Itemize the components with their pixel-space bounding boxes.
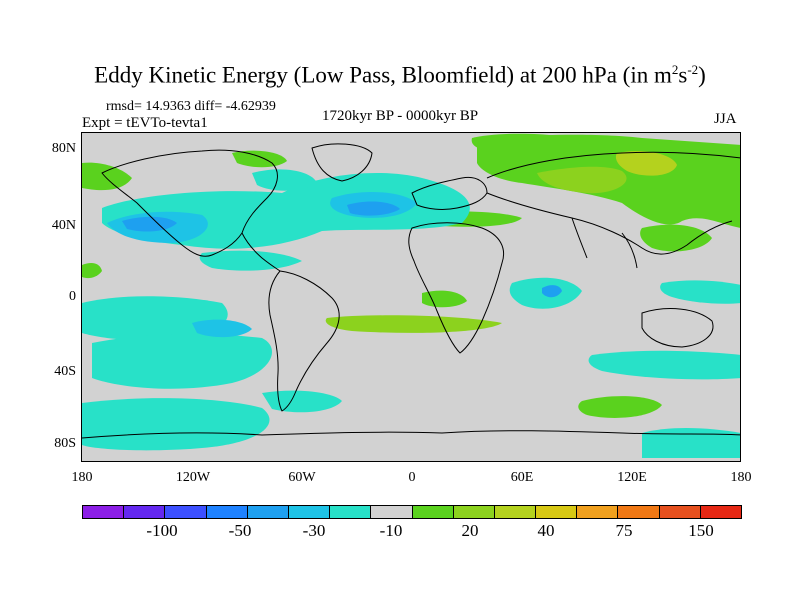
lon-tick: 120W [175, 470, 211, 485]
coastline [101, 149, 278, 257]
colorbar-label: -10 [379, 521, 403, 540]
coastline [241, 232, 281, 272]
coastline [486, 151, 740, 255]
colorbar-label: -30 [302, 521, 326, 540]
lon-tick: 0 [408, 470, 416, 485]
negative-anomaly-region [660, 280, 740, 304]
negative-anomaly-region [199, 250, 302, 271]
lon-tick: 180 [71, 470, 93, 485]
lon-tick: 180 [730, 470, 752, 485]
coastlines [82, 143, 740, 439]
coastline [268, 270, 340, 412]
lon-tick: 120E [617, 470, 647, 485]
colorbar-label: 150 [688, 521, 714, 540]
colorbar-box [165, 506, 207, 518]
lon-tick: 60W [288, 470, 316, 485]
colorbar-box [577, 506, 619, 518]
negative-anomaly-region [642, 428, 740, 458]
positive-anomaly-region [325, 315, 502, 333]
coastline [571, 217, 638, 269]
colorbar-box [536, 506, 578, 518]
lat-tick: 40S [54, 364, 76, 379]
lon-tick: 60E [510, 470, 534, 485]
lat-tick: 0 [69, 289, 76, 304]
map-plot [81, 132, 741, 462]
positive-anomaly-region [471, 133, 582, 154]
colorbar-box [700, 506, 741, 518]
coastline [411, 176, 488, 210]
colorbar-label: 20 [461, 521, 479, 540]
coastline [82, 430, 740, 439]
colorbar-label: -100 [146, 521, 178, 540]
colorbar-box [330, 506, 372, 518]
colorbar [82, 505, 742, 519]
colorbar-label: 75 [615, 521, 633, 540]
colorbar-box [494, 506, 537, 518]
lat-tick: 80S [54, 436, 76, 451]
colorbar-box [618, 506, 660, 518]
negative-anomaly-region [347, 201, 400, 216]
negative-anomaly-region [262, 390, 342, 413]
positive-anomaly-region [232, 150, 287, 168]
stats-text: rmsd= 14.9363 diff= -4.62939 [106, 99, 276, 114]
positive-anomaly-region [82, 263, 102, 279]
lat-tick: 40N [51, 218, 76, 233]
colorbar-box [371, 506, 413, 518]
colorbar-label: -50 [228, 521, 252, 540]
colorbar-box [288, 506, 331, 518]
coastline [641, 308, 714, 348]
negative-anomaly-region [542, 285, 562, 298]
colorbar-label: 40 [537, 521, 555, 540]
negative-anomaly-region [192, 319, 252, 338]
colorbar-box [659, 506, 701, 518]
negative-anomaly-region [82, 296, 228, 341]
negative-anomaly-region [252, 169, 317, 191]
map-svg [82, 133, 740, 461]
colorbar-box [453, 506, 495, 518]
positive-anomaly-region [640, 224, 712, 252]
colorbar-box [412, 506, 454, 518]
anomaly-fields [82, 133, 740, 458]
negative-anomaly-region [82, 398, 270, 451]
negative-anomaly-region [92, 333, 272, 389]
positive-anomaly-region [82, 162, 132, 191]
colorbar-box [83, 506, 125, 518]
negative-anomaly-region [588, 350, 740, 380]
colorbar-box [206, 506, 248, 518]
positive-anomaly-region [578, 396, 662, 418]
positive-anomaly-region [537, 166, 627, 194]
colorbar-box [124, 506, 166, 518]
positive-anomaly-region [615, 151, 677, 176]
colorbar-box [247, 506, 289, 518]
experiment-label: Expt = tEVTo-tevta1 [82, 115, 208, 131]
period-label: 1720kyr BP - 0000kyr BP [322, 108, 479, 124]
season-label: JJA [714, 111, 737, 127]
coastline [408, 222, 505, 354]
coastline [311, 143, 373, 182]
negative-anomaly-region [122, 216, 177, 232]
lat-tick: 80N [51, 141, 76, 156]
chart-title: Eddy Kinetic Energy (Low Pass, Bloomfiel… [94, 62, 706, 88]
